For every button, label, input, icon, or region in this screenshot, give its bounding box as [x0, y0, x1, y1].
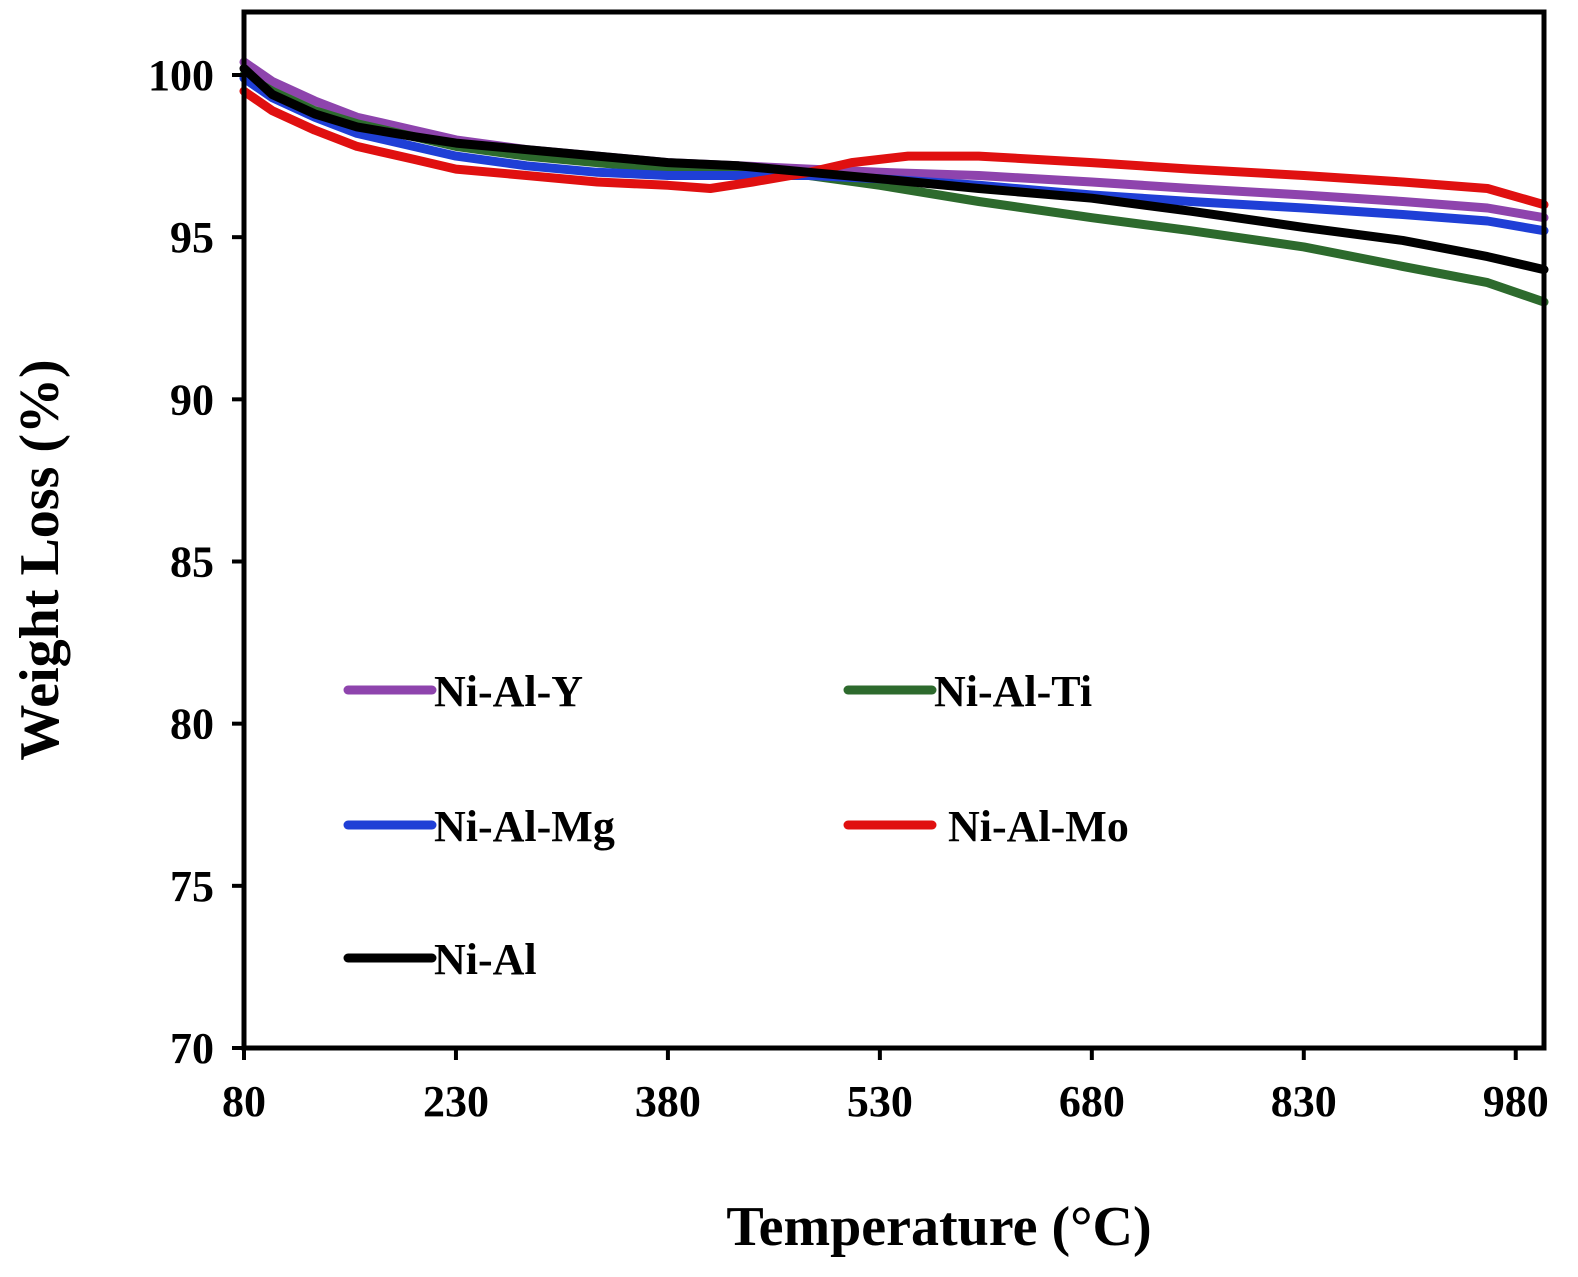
x-tick-label: 80 — [222, 1077, 266, 1126]
y-tick-label: 75 — [170, 862, 214, 911]
series-layer — [239, 57, 1549, 307]
x-axis-title: Temperature (°C) — [726, 1196, 1151, 1258]
y-tick-label: 80 — [170, 700, 214, 749]
legend-label: Ni-Al-Mo — [948, 802, 1129, 851]
x-tick-label: 530 — [847, 1077, 913, 1126]
legend-label: Ni-Al — [434, 935, 537, 984]
x-tick-label: 230 — [423, 1077, 489, 1126]
series-line-ni-al-mg — [239, 73, 1549, 236]
x-tick-label: 830 — [1271, 1077, 1337, 1126]
x-tick-label: 980 — [1483, 1077, 1549, 1126]
y-tick-label: 85 — [170, 538, 214, 587]
y-tick-label: 90 — [170, 375, 214, 424]
series-line-ni-al — [239, 64, 1549, 275]
y-tick-label: 100 — [148, 51, 214, 100]
y-tick-label: 95 — [170, 213, 214, 262]
x-tick-label: 680 — [1059, 1077, 1125, 1126]
legend-label: Ni-Al-Ti — [934, 667, 1092, 716]
plot-frame — [241, 9, 1547, 1051]
x-tick-label: 380 — [635, 1077, 701, 1126]
legend-label: Ni-Al-Mg — [434, 802, 615, 851]
legend-label: Ni-Al-Y — [434, 667, 583, 716]
legend: Ni-Al-Y Ni-Al-Ti Ni-Al-Mg Ni-Al-Mo Ni-Al — [343, 667, 1129, 984]
ticks-layer: 70 75 80 85 90 95 100 80 230 380 530 680 830 980 — [148, 51, 1549, 1126]
y-tick-label: 70 — [170, 1024, 214, 1073]
series-line-ni-al-mo — [239, 86, 1549, 210]
y-axis-title: Weight Loss (%) — [9, 359, 71, 760]
